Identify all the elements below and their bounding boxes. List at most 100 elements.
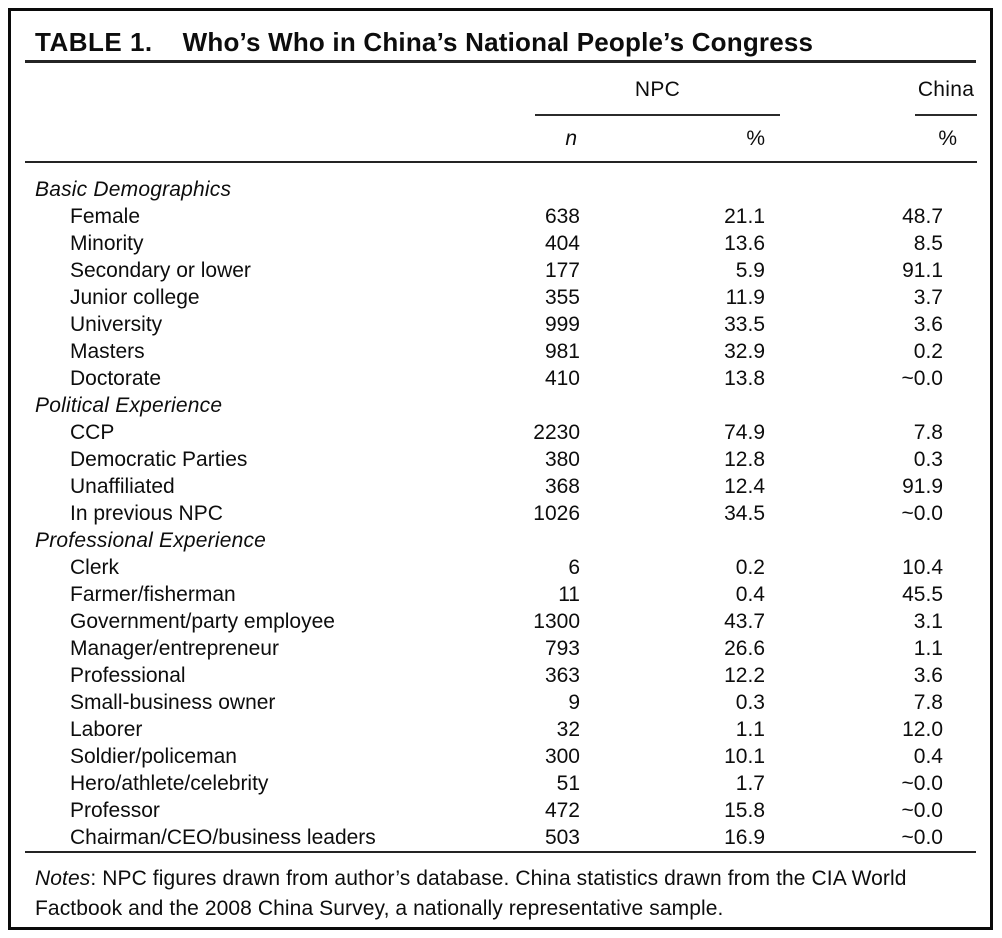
china-pct-value: 0.4 [913,745,943,768]
table-body: Basic Demographics Female 638 21.1 48.7 Minor… [25,162,977,851]
npc-n-value: 368 [544,475,580,498]
table-row: Junior college 355 11.9 3.7 [25,284,977,311]
column-group-npc-cell: NPC [445,63,785,116]
table-row: Government/party employee 1300 43.7 3.1 [25,608,977,635]
china-pct-value: 0.2 [913,340,943,363]
npc-n-value: 503 [544,826,580,849]
npc-n-value: 300 [544,745,580,768]
table-row: Professor 472 15.8 ~0.0 [25,797,977,824]
npc-pct-value: 34.5 [724,502,765,525]
row-label: In previous NPC [70,502,223,525]
npc-pct-value: 10.1 [724,745,765,768]
row-label: Professor [70,799,160,822]
table-row: Manager/entrepreneur 793 26.6 1.1 [25,635,977,662]
npc-pct-value: 13.8 [724,367,765,390]
section-header: Basic Demographics [35,178,232,201]
china-pct-value: 45.5 [902,583,943,606]
npc-n-value: 6 [568,556,580,579]
row-label: Chairman/CEO/business leaders [70,826,376,849]
china-pct-value: ~0.0 [901,772,943,795]
npc-n-value: 51 [556,772,580,795]
column-group-china: China [915,79,977,116]
table-row: In previous NPC 1026 34.5 ~0.0 [25,500,977,527]
section-header: Professional Experience [35,529,267,552]
china-pct-value: 8.5 [913,232,943,255]
npc-n-value: 793 [544,637,580,660]
npc-n-value: 380 [544,448,580,471]
npc-n-value: 355 [544,286,580,309]
china-pct-value: 3.6 [913,664,943,687]
row-label: Small-business owner [70,691,276,714]
column-header-spacer [25,116,445,163]
npc-pct-value: 0.2 [735,556,765,579]
row-label: Unaffiliated [70,475,175,498]
table-row: CCP 2230 74.9 7.8 [25,419,977,446]
npc-n-value: 9 [568,691,580,714]
column-group-china-cell: China [785,63,977,116]
table-row: Female 638 21.1 48.7 [25,203,977,230]
table-card: TABLE 1. Who’s Who in China’s National Pe… [8,8,993,930]
npc-pct-value: 1.7 [735,772,765,795]
china-pct-value: 0.3 [913,448,943,471]
table-title: TABLE 1. Who’s Who in China’s National Pe… [35,24,976,60]
row-label: Minority [70,232,144,255]
npc-n-value: 11 [558,583,580,606]
section-header-row: Basic Demographics [25,162,977,203]
row-label: Hero/athlete/celebrity [70,772,269,795]
china-pct-value: 12.0 [902,718,943,741]
col-header-n: n [445,116,595,163]
section-header: Political Experience [35,394,223,417]
row-label: University [70,313,163,336]
col-header-npc-pct: % [595,116,785,163]
china-pct-value: 48.7 [902,205,943,228]
china-pct-value: 3.1 [913,610,943,633]
npc-n-value: 472 [544,799,580,822]
table-row: Small-business owner 9 0.3 7.8 [25,689,977,716]
table-number: TABLE 1. [35,27,153,57]
table-row: Laborer 32 1.1 12.0 [25,716,977,743]
row-label: Clerk [70,556,120,579]
china-pct-value: 1.1 [913,637,943,660]
table-row: Farmer/fisherman 11 0.4 45.5 [25,581,977,608]
table-row: Unaffiliated 368 12.4 91.9 [25,473,977,500]
row-label: Manager/entrepreneur [70,637,279,660]
table-row: Hero/athlete/celebrity 51 1.7 ~0.0 [25,770,977,797]
china-pct-value: 3.6 [913,313,943,336]
table-row: Soldier/policeman 300 10.1 0.4 [25,743,977,770]
china-pct-value: ~0.0 [901,826,943,849]
npc-pct-value: 16.9 [724,826,765,849]
china-pct-value: ~0.0 [901,367,943,390]
group-header-spacer [25,63,445,116]
npc-pct-value: 1.1 [735,718,765,741]
table-row: Secondary or lower 177 5.9 91.1 [25,257,977,284]
row-label: Farmer/fisherman [70,583,236,606]
npc-n-value: 1026 [533,502,580,525]
npc-n-value: 410 [544,367,580,390]
table-row: Masters 981 32.9 0.2 [25,338,977,365]
row-label: Democratic Parties [70,448,248,471]
row-label: Government/party employee [70,610,335,633]
npc-n-value: 999 [544,313,580,336]
table-row: University 999 33.5 3.6 [25,311,977,338]
china-pct-value: 91.1 [902,259,943,282]
china-pct-value: 7.8 [913,421,943,444]
china-pct-value: 10.4 [902,556,943,579]
row-label: Doctorate [70,367,162,390]
npc-pct-value: 33.5 [724,313,765,336]
china-pct-value: 7.8 [913,691,943,714]
row-label: Laborer [70,718,143,741]
notes-text: : NPC figures drawn from author’s databa… [35,867,907,920]
row-label: CCP [70,421,115,444]
group-header-row: NPC China [25,63,977,116]
npc-n-value: 363 [544,664,580,687]
npc-pct-value: 32.9 [724,340,765,363]
row-label: Female [70,205,141,228]
china-pct-value: ~0.0 [901,502,943,525]
china-pct-value: ~0.0 [901,799,943,822]
npc-n-value: 1300 [533,610,580,633]
npc-pct-value: 5.9 [735,259,765,282]
npc-pct-value: 0.4 [735,583,765,606]
row-label: Soldier/policeman [70,745,237,768]
npc-pct-value: 26.6 [724,637,765,660]
npc-n-value: 32 [556,718,580,741]
